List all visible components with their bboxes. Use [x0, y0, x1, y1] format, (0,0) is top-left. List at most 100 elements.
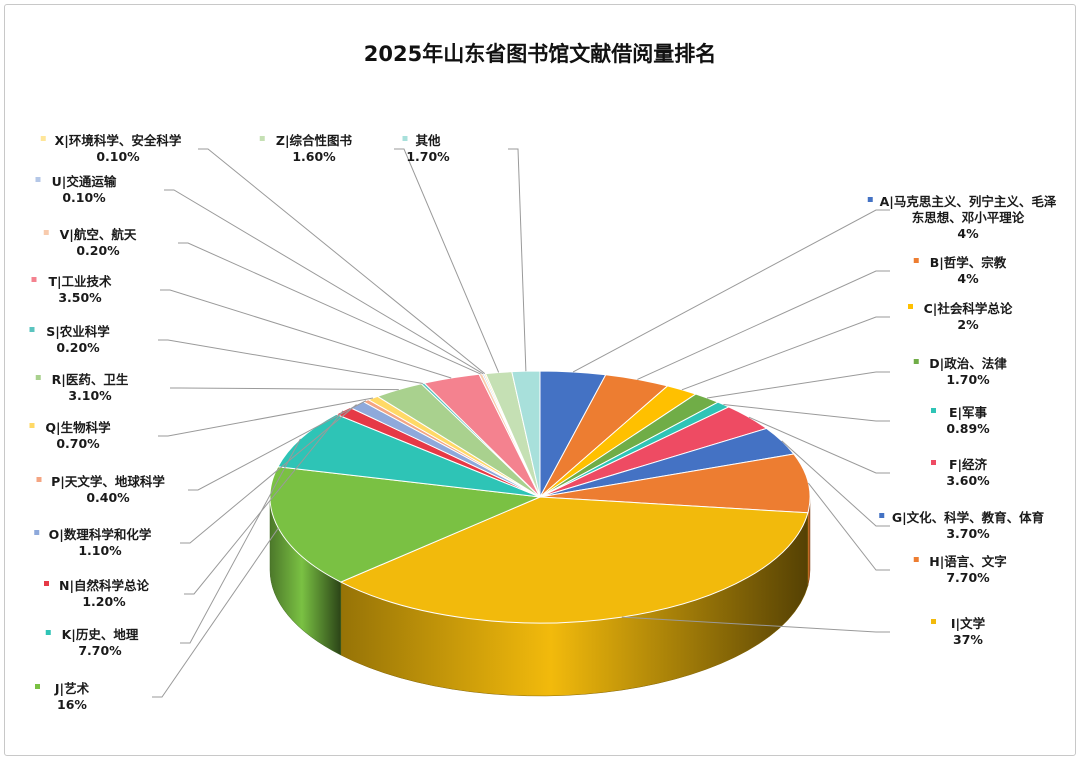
leader-line: [164, 189, 484, 375]
leader-line: [572, 209, 890, 373]
legend-marker: [40, 136, 46, 141]
label-name: H|语言、文字: [929, 554, 1007, 569]
leader-line: [158, 339, 423, 384]
data-label: H|语言、文字 7.70%: [929, 554, 1007, 585]
label-name: 其他: [415, 133, 441, 148]
label-name: A|马克思主义、列宁主义、毛泽: [880, 194, 1057, 209]
label-name: G|文化、科学、教育、体育: [892, 510, 1045, 525]
label-name: Z|综合性图书: [276, 133, 353, 148]
label-value: 1.70%: [406, 149, 450, 164]
label-name: E|军事: [949, 405, 988, 420]
label-value: 0.10%: [62, 190, 106, 205]
legend-marker: [931, 460, 936, 465]
leader-line: [748, 416, 890, 474]
pie-slice-9: [339, 496, 809, 624]
leader-line: [160, 289, 452, 379]
pie-slice-11: [277, 413, 541, 498]
legend-marker: [913, 557, 919, 562]
label-value: 0.40%: [86, 490, 130, 505]
label-value: 16%: [57, 697, 87, 712]
legend-marker: [931, 408, 936, 413]
leader-lines: [152, 148, 890, 698]
legend-marker: [43, 230, 49, 235]
data-label: C|社会科学总论 2%: [924, 301, 1013, 332]
data-label: 其他 1.70%: [406, 133, 450, 164]
data-label: V|航空、航天 0.20%: [60, 227, 137, 258]
label-name: 东思想、邓小平理论: [912, 210, 1025, 225]
legend-marker: [31, 277, 37, 282]
legend-marker: [35, 375, 41, 380]
legend-marker: [35, 684, 40, 689]
leader-line: [170, 387, 399, 391]
leader-line: [184, 410, 344, 595]
leader-line: [394, 148, 500, 373]
data-label: Q|生物科学 0.70%: [45, 420, 111, 451]
data-label: U|交通运输 0.10%: [52, 174, 117, 205]
data-labels: A|马克思主义、列宁主义、毛泽东思想、邓小平理论 4%B|哲学、宗教 4%C|社会科…: [29, 133, 1057, 712]
legend-marker: [29, 327, 35, 332]
legend-marker: [908, 304, 913, 309]
legend-marker: [44, 581, 49, 586]
label-name: J|艺术: [54, 681, 90, 696]
legend-marker: [259, 136, 265, 141]
data-label: K|历史、地理 7.70%: [62, 627, 139, 658]
label-value: 3.10%: [68, 388, 112, 403]
label-value: 3.60%: [946, 473, 990, 488]
legend-marker: [913, 258, 919, 263]
label-name: N|自然科学总论: [59, 578, 150, 593]
data-label: P|天文学、地球科学 0.40%: [51, 474, 165, 505]
label-value: 7.70%: [946, 570, 990, 585]
legend-marker: [402, 136, 408, 141]
data-label: R|医药、卫生 3.10%: [52, 372, 129, 403]
data-label: X|环境科学、安全科学 0.10%: [55, 133, 182, 164]
label-value: 1.70%: [946, 372, 990, 387]
leader-line: [198, 148, 486, 375]
chart-title: 2025年山东省图书馆文献借阅量排名: [363, 42, 717, 66]
data-label: D|政治、法律 1.70%: [929, 356, 1007, 387]
data-label: N|自然科学总论 1.20%: [59, 578, 150, 609]
legend-marker: [36, 477, 42, 482]
label-name: S|农业科学: [46, 324, 110, 339]
label-value: 2%: [957, 317, 979, 332]
label-name: F|经济: [949, 457, 988, 472]
leader-line: [781, 440, 890, 527]
label-value: 0.10%: [96, 149, 140, 164]
label-name: U|交通运输: [52, 174, 117, 189]
pie-slice-23: [511, 370, 541, 498]
label-value: 1.20%: [82, 594, 126, 609]
label-name: I|文学: [951, 616, 986, 631]
data-label: B|哲学、宗教 4%: [930, 255, 1007, 286]
data-label: T|工业技术 3.50%: [48, 274, 112, 305]
data-label: I|文学 37%: [951, 616, 986, 647]
leader-line: [621, 616, 890, 633]
data-label: G|文化、科学、教育、体育 3.70%: [892, 510, 1045, 541]
label-name: D|政治、法律: [929, 356, 1007, 371]
leader-line: [158, 397, 374, 437]
legend-marker: [867, 197, 873, 202]
data-label: A|马克思主义、列宁主义、毛泽东思想、邓小平理论 4%: [880, 194, 1057, 241]
label-value: 0.89%: [946, 421, 990, 436]
label-name: C|社会科学总论: [924, 301, 1013, 316]
label-value: 0.20%: [76, 243, 120, 258]
data-label: J|艺术 16%: [54, 681, 90, 712]
label-value: 7.70%: [78, 643, 122, 658]
leader-line: [723, 404, 890, 422]
data-label: Z|综合性图书 1.60%: [276, 133, 353, 164]
legend-marker: [35, 177, 41, 182]
pie-slice-10: [269, 466, 542, 583]
data-label: O|数理科学和化学 1.10%: [49, 527, 152, 558]
leader-line: [188, 400, 367, 491]
label-name: V|航空、航天: [60, 227, 137, 242]
data-label: F|经济 3.60%: [946, 457, 990, 488]
leader-line: [152, 527, 279, 698]
legend-marker: [45, 630, 51, 635]
leader-line: [637, 270, 890, 380]
label-value: 37%: [953, 632, 983, 647]
leader-line: [681, 316, 890, 391]
label-value: 3.70%: [946, 526, 990, 541]
leader-line: [706, 371, 890, 399]
label-value: 4%: [957, 271, 979, 286]
label-name: X|环境科学、安全科学: [55, 133, 182, 148]
label-name: K|历史、地理: [62, 627, 139, 642]
